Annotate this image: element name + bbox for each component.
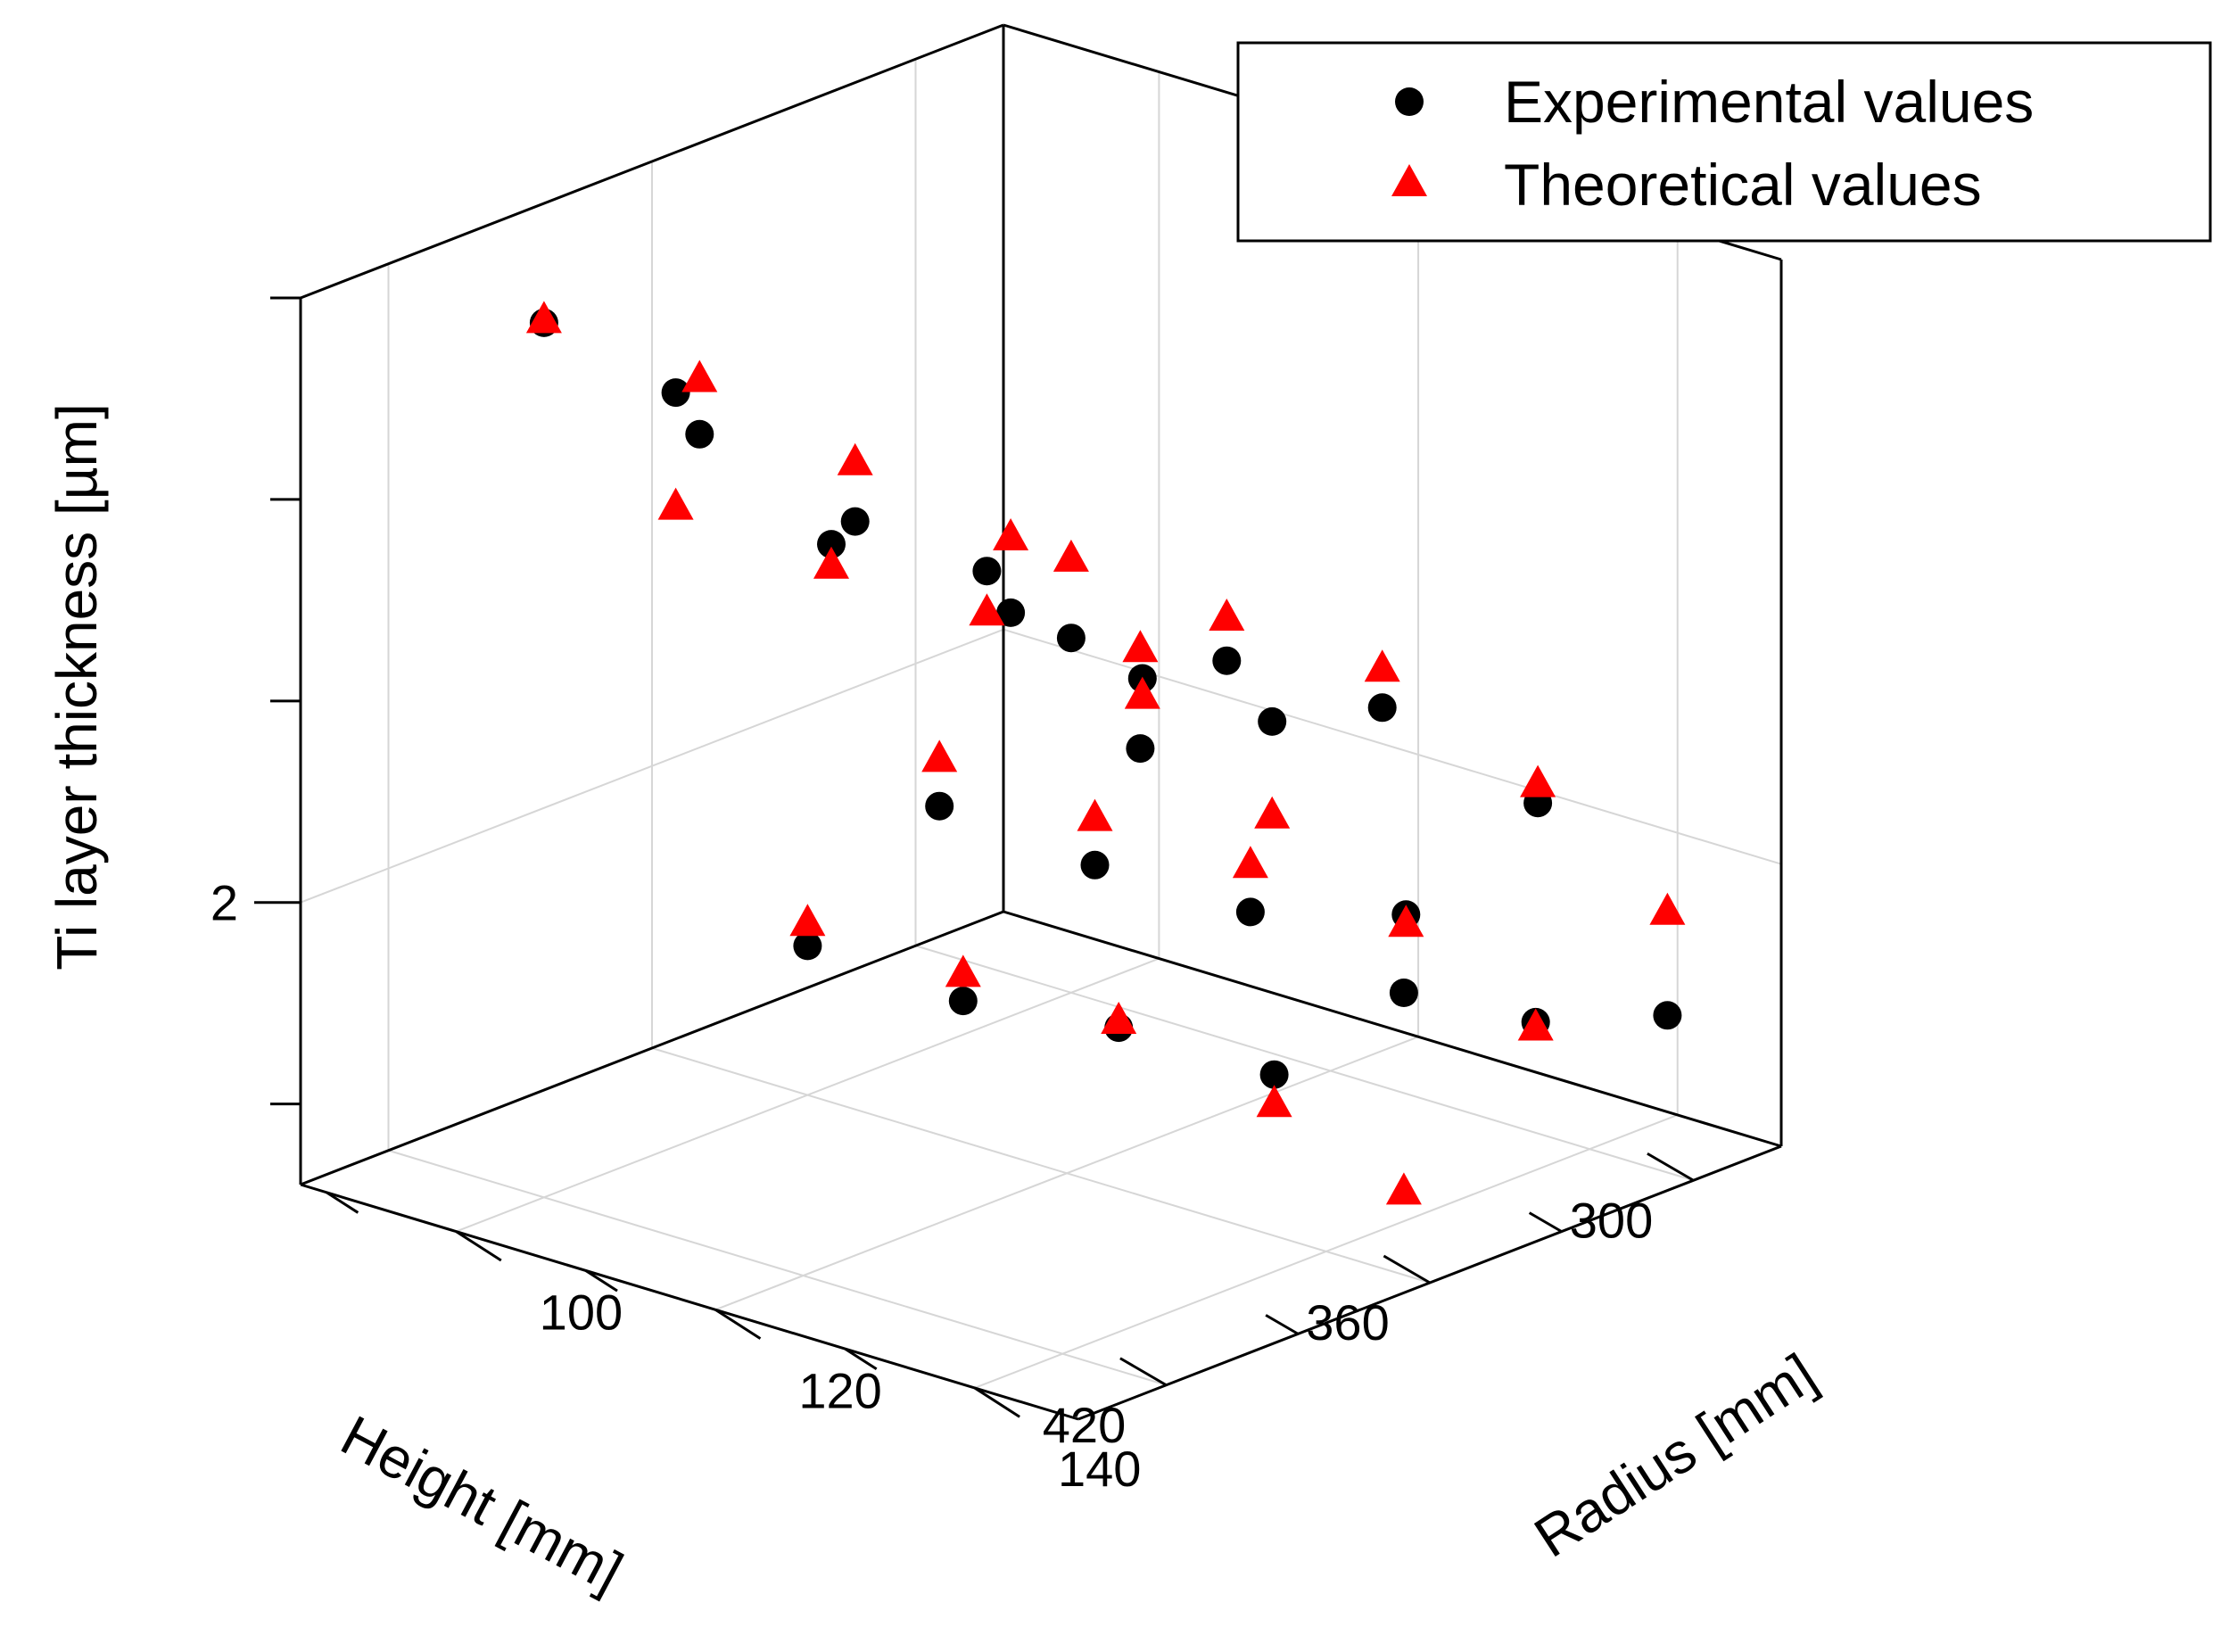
experimental-point [1258,706,1287,736]
x-tick-label: 420 [1043,1397,1126,1453]
theoretical-point [921,739,958,772]
y-tick-label: 100 [540,1284,623,1341]
theoretical-point [1256,1085,1292,1118]
experimental-point [1235,897,1265,927]
experimental-point [948,987,978,1016]
experimental-point [685,419,714,449]
experimental-point [793,931,822,961]
theoretical-point [1209,599,1245,631]
theoretical-point [993,518,1029,550]
theoretical-point [1077,798,1113,831]
y-major-tick [455,1230,502,1262]
experimental-point [840,507,870,536]
grid-line-floor-y [974,1114,1679,1389]
theoretical-point [969,593,1005,626]
theoretical-point [681,359,718,392]
theoretical-point [1053,539,1089,572]
experimental-point [817,530,846,559]
theoretical-point [1124,676,1160,709]
grid-lines [300,59,1782,1389]
experimental-point [661,378,690,408]
x-major-tick [1647,1152,1695,1182]
legend-label-theoretical: Theoretical values [1504,152,1982,218]
experimental-point [1367,693,1397,723]
experimental-point [996,598,1026,627]
x-minor-tick [1265,1314,1300,1335]
grid-line-floor-x [915,945,1694,1182]
theoretical-point [525,301,562,334]
theoretical-point [945,954,981,987]
grid-line-floor-y [456,957,1160,1233]
y-minor-tick [584,1269,618,1293]
legend-box [1236,41,2212,243]
legend-label-experimental: Experimental values [1504,69,2034,135]
experimental-point [1653,1001,1682,1030]
theoretical-point [1517,1008,1554,1041]
experimental-point [1056,624,1086,653]
theoretical-point [1388,904,1424,938]
theoretical-point [813,546,849,579]
x-minor-tick [1528,1211,1563,1233]
experimental-point [1212,646,1242,675]
theoretical-point [1122,630,1159,663]
experimental-point [1080,850,1110,880]
grid-line-floor-x [388,1149,1167,1386]
x-tick-label: 300 [1570,1192,1653,1248]
theoretical-point [1364,649,1400,682]
y-tick-label: 140 [1058,1441,1141,1497]
grid-line-floor-y [714,1036,1419,1311]
y-minor-tick [844,1347,878,1371]
experimental-point [972,557,1002,586]
data-points [525,301,1686,1205]
x-major-tick [1383,1254,1431,1284]
theoretical-point [657,487,694,520]
legend-marker-experimental [1395,87,1424,116]
theoretical-point [1649,892,1686,925]
x-tick-label: 360 [1306,1294,1389,1351]
grid-line-floor-x [651,1047,1431,1284]
axis-ticks: 300 360 420 100 120 140 2 [211,296,1695,1497]
grid-line-wall-z-left [300,628,1004,904]
experimental-point [925,791,954,821]
frame-edge [300,23,1004,300]
theoretical-point [1520,764,1556,797]
theoretical-point [837,442,873,475]
experimental-point [1389,979,1418,1007]
theoretical-point [789,904,826,937]
x-major-tick [1119,1357,1168,1387]
y-minor-tick [326,1191,359,1214]
z-axis-title: Ti layer thickness [µm] [45,403,109,971]
frame-edge [1003,910,1782,1148]
theoretical-point [1232,846,1268,879]
theoretical-point [1254,796,1291,829]
legend-marker-theoretical [1391,164,1427,196]
theoretical-point [1101,1002,1137,1034]
y-major-tick [714,1309,762,1340]
experimental-point [1126,734,1155,764]
y-axis-line [300,1183,1079,1421]
theoretical-point [1385,1172,1422,1205]
y-major-tick [973,1386,1020,1418]
z-tick-label: 2 [211,875,238,931]
frame-edge [300,910,1004,1186]
y-tick-label: 120 [798,1362,881,1418]
experimental-point [1259,1060,1289,1089]
legend: Experimental values Theoretical values [1236,41,2212,243]
